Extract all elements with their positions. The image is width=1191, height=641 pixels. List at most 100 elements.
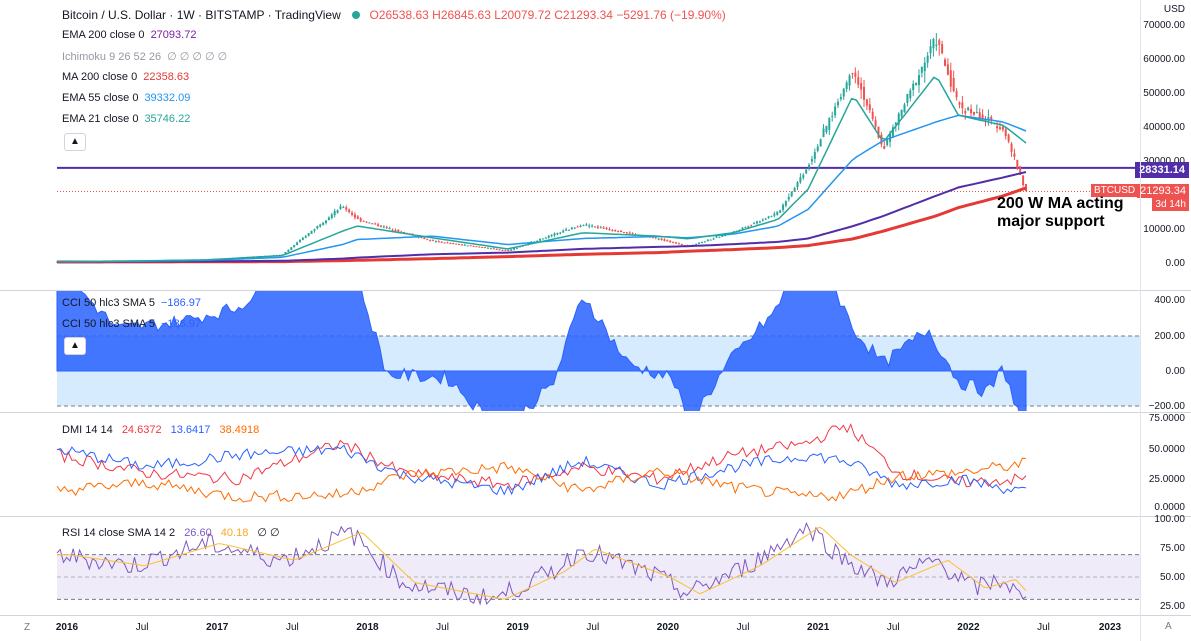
rsi-tick: 25.00	[1159, 601, 1185, 612]
pane-separator[interactable]	[0, 290, 1191, 291]
legend-dmi[interactable]: DMI 14 14 24.6372 13.6417 38.4918	[62, 424, 260, 436]
collapse-cci-button[interactable]: ▲	[64, 337, 86, 355]
candle-body	[880, 134, 883, 145]
candle-body	[784, 201, 787, 206]
candle-body	[923, 62, 926, 72]
candle-body	[631, 233, 634, 235]
candle-body	[356, 216, 359, 219]
candle-body	[440, 241, 443, 243]
candle-body	[310, 230, 313, 234]
candle-body	[333, 210, 336, 216]
collapse-legend-button[interactable]: ▲	[64, 133, 86, 151]
legend-ichimoku[interactable]: Ichimoku 9 26 52 26 ∅ ∅ ∅ ∅ ∅	[62, 51, 228, 63]
price-tick: 40000.00	[1143, 122, 1185, 133]
legend-ma200[interactable]: MA 200 close 0 22358.63	[62, 71, 190, 83]
candle-body	[423, 237, 426, 240]
candle-body	[868, 104, 871, 111]
legend-ema21[interactable]: EMA 21 close 0 35746.22	[62, 113, 191, 125]
candle-body	[388, 228, 391, 230]
candle-body	[836, 101, 839, 106]
candle-body	[403, 232, 406, 234]
candle-body	[712, 238, 715, 240]
candle-body	[507, 250, 510, 252]
candle-body	[816, 146, 819, 152]
candle-body	[495, 249, 498, 251]
legend-ema200[interactable]: EMA 200 close 0 27093.72	[62, 29, 197, 41]
rsi-axis[interactable]: 100.00 75.00 50.00 25.00	[1140, 514, 1191, 615]
candle-body	[1013, 153, 1016, 157]
candle-body	[912, 83, 915, 91]
candle-body	[342, 207, 345, 209]
candle-body	[900, 109, 903, 117]
candle-body	[475, 246, 478, 248]
candle-body	[776, 212, 779, 215]
candle-body	[894, 122, 897, 125]
candle-body	[854, 72, 857, 77]
candle-body	[952, 77, 955, 92]
candle-body	[501, 249, 504, 251]
candle-body	[504, 249, 507, 251]
time-tick: 2018	[356, 622, 379, 633]
candle-body	[935, 44, 938, 46]
candle-body	[1010, 143, 1013, 152]
candle-body	[891, 127, 894, 137]
candle-body	[620, 230, 623, 233]
candle-body	[851, 73, 854, 75]
candle-body	[596, 226, 599, 228]
candle-body	[301, 237, 304, 240]
cci-axis[interactable]: 400.00 200.00 0.00 −200.00	[1140, 291, 1191, 412]
currency-label: USD	[1163, 4, 1185, 15]
candle-body	[319, 224, 322, 227]
countdown-tag: 3d 14h	[1152, 198, 1189, 211]
legend-ema55[interactable]: EMA 55 close 0 39332.09	[62, 92, 191, 104]
candle-body	[755, 221, 758, 224]
candle-body	[675, 242, 678, 244]
time-tick: 2022	[957, 622, 980, 633]
candle-body	[799, 177, 802, 183]
candle-body	[932, 38, 935, 49]
candle-body	[296, 242, 299, 246]
legend-rsi[interactable]: RSI 14 close SMA 14 2 26.60 40.18 ∅ ∅	[62, 527, 280, 539]
candle-body	[929, 46, 932, 54]
candle-body	[747, 226, 750, 228]
dmi-axis[interactable]: 75.0000 50.0000 25.0000 0.0000	[1140, 413, 1191, 516]
price-chart	[56, 32, 1140, 264]
candle-body	[978, 112, 981, 120]
candle-body	[391, 229, 394, 231]
candle-body	[654, 237, 657, 239]
candle-body	[805, 169, 808, 174]
time-axis[interactable]: 2016 Jul 2017 Jul 2018 Jul 2019 Jul 2020 Jul 2021 J…	[0, 616, 1140, 641]
candle-body	[284, 251, 287, 255]
candle-body	[510, 249, 513, 251]
dmi-tick: 0.0000	[1154, 502, 1185, 513]
support-annotation[interactable]: 200 W MA acting major support	[997, 195, 1124, 231]
candle-body	[611, 230, 614, 232]
candle-body	[455, 243, 458, 245]
legend-cci-1[interactable]: CCI 50 hlc3 SMA 5 −186.97	[62, 297, 202, 309]
pane-separator[interactable]	[0, 516, 1191, 517]
timezone-z-icon[interactable]: Z	[24, 622, 31, 633]
candle-body	[553, 233, 556, 236]
price-axis[interactable]: USD 70000.00 60000.00 50000.00 40000.00 …	[1140, 0, 1191, 290]
candle-body	[897, 113, 900, 125]
legend-cci-2[interactable]: CCI 50 hlc3 SMA 5 −186.97	[62, 318, 202, 330]
candle-body	[680, 243, 683, 245]
pane-separator[interactable]	[0, 412, 1191, 413]
candle-body	[741, 227, 744, 230]
candle-body	[695, 243, 698, 245]
candle-body	[698, 242, 701, 244]
candle-body	[663, 239, 666, 241]
candle-body	[374, 223, 377, 225]
candle-body	[906, 94, 909, 103]
candle-body	[304, 236, 307, 238]
candle-body	[426, 239, 429, 241]
candle-body	[547, 235, 550, 238]
candle-body	[941, 44, 944, 54]
candle-body	[709, 239, 712, 241]
candle-body	[718, 236, 721, 238]
candle-body	[573, 227, 576, 229]
candle-body	[981, 114, 984, 119]
auto-scale-icon[interactable]: A	[1165, 621, 1172, 632]
price-tick: 70000.00	[1143, 20, 1185, 31]
candle-body	[298, 239, 301, 243]
